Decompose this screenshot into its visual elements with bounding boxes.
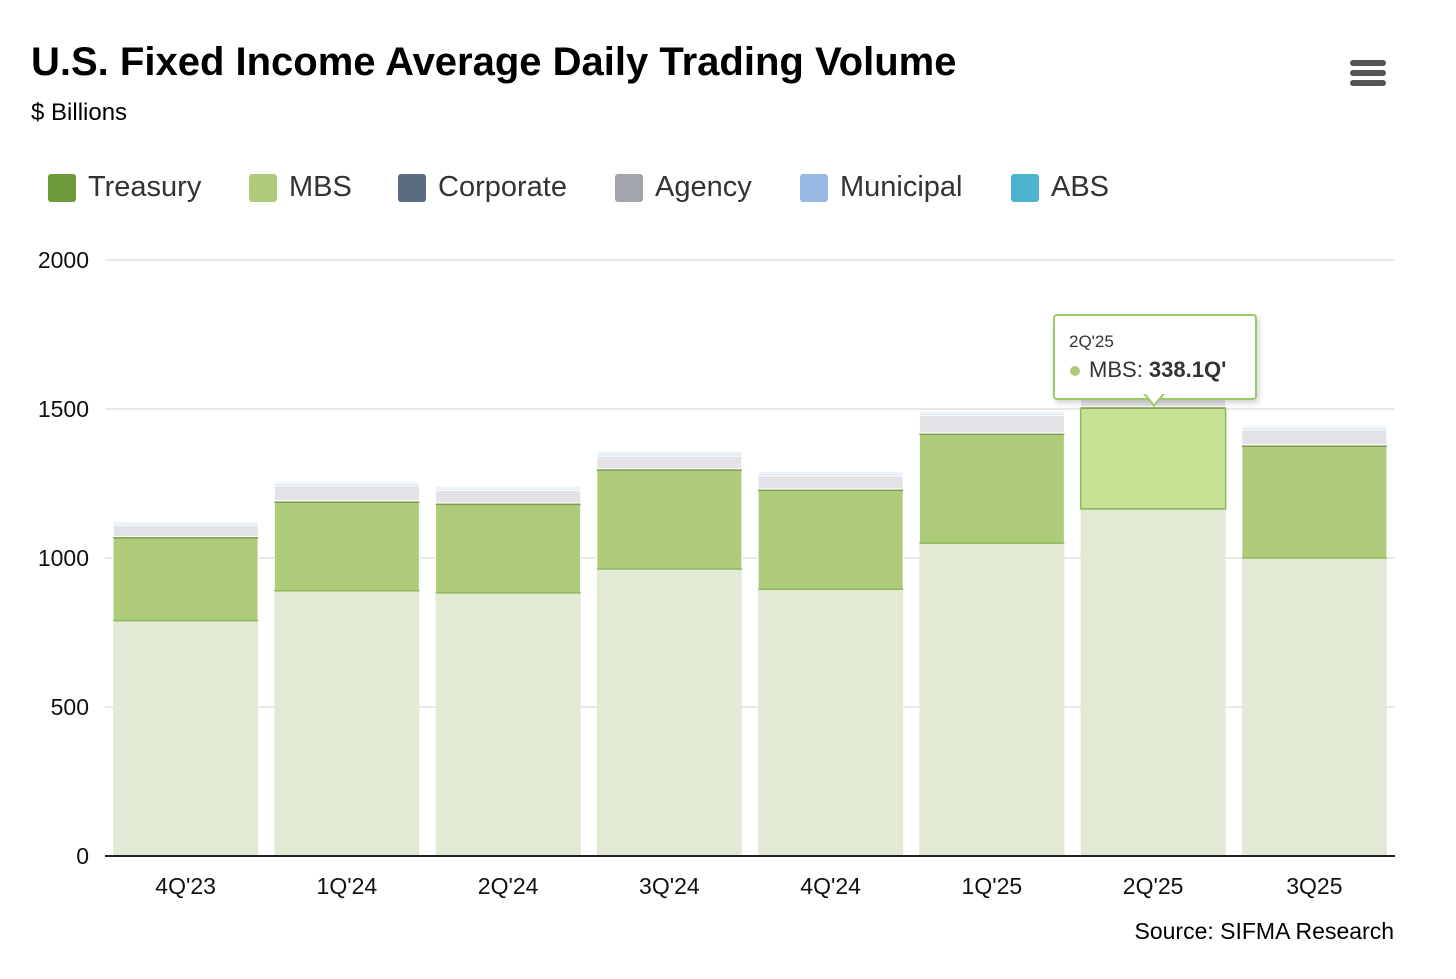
bar-mbs-2 (273, 501, 420, 592)
bar-agency-5 (757, 475, 904, 490)
bar-treasury-5 (758, 589, 904, 856)
bar-mbs-5 (757, 489, 904, 590)
bar-treasury-6 (919, 543, 1065, 856)
chart-title: U.S. Fixed Income Average Daily Trading … (31, 40, 957, 84)
legend-label-mbs: MBS (289, 171, 352, 203)
bar-treasury-1 (113, 620, 259, 856)
bar-abs-1 (112, 520, 259, 524)
y-tick-label-2000: 2000 (38, 247, 89, 273)
x-tick-label-6: 1Q'25 (962, 873, 1023, 899)
bar-abs-6 (918, 410, 1065, 414)
source-credit: Source: SIFMA Research (1134, 918, 1395, 944)
legend-swatch-abs (1011, 174, 1039, 202)
y-tick-label-1500: 1500 (38, 396, 89, 422)
bar-abs-3 (435, 485, 582, 489)
bar-agency-8 (1241, 429, 1388, 446)
bar-mbs-1 (112, 537, 259, 622)
bar-treasury-7 (1080, 508, 1226, 856)
x-tick-label-2: 1Q'24 (317, 873, 378, 899)
legend-swatch-municipal (800, 174, 828, 202)
bar-mbs-7 (1079, 407, 1227, 510)
bar-agency-6 (918, 415, 1065, 434)
y-tick-label-1000: 1000 (38, 545, 89, 571)
hamburger-menu-icon[interactable] (1350, 60, 1386, 90)
bar-abs-8 (1241, 425, 1388, 428)
legend: Treasury MBS Corporate Agency Municipal … (48, 168, 1348, 208)
chart-subtitle: $ Billions (31, 99, 128, 126)
bar-treasury-8 (1241, 558, 1387, 856)
legend-label-agency: Agency (655, 171, 752, 203)
tooltip-series-name: MBS (1089, 357, 1137, 382)
legend-label-treasury: Treasury (88, 171, 202, 203)
tooltip-value: 338.1Q' (1148, 357, 1227, 382)
bar-mbs-8 (1241, 445, 1388, 559)
bar-mbs-4 (596, 469, 743, 570)
tooltip-arrow-inner (1145, 393, 1163, 404)
bar-abs-2 (273, 481, 420, 484)
bar-treasury-2 (274, 590, 420, 856)
tooltip: 2Q'25 MBS: 338.1Q' (1053, 314, 1257, 400)
bar-treasury-3 (435, 592, 581, 856)
x-tick-label-1: 4Q'23 (155, 873, 216, 899)
legend-swatch-agency (615, 174, 643, 202)
x-tick-label-4: 3Q'24 (639, 873, 700, 899)
bar-mbs-6 (918, 433, 1065, 544)
legend-swatch-treasury (48, 174, 76, 202)
legend-swatch-mbs (249, 174, 277, 202)
legend-label-municipal: Municipal (840, 171, 963, 203)
bar-agency-1 (112, 524, 259, 538)
y-tick-label-500: 500 (51, 694, 89, 720)
bar-treasury-4 (596, 569, 742, 856)
x-tick-label-5: 4Q'24 (800, 873, 861, 899)
y-tick-label-0: 0 (76, 843, 89, 869)
bar-mbs-3 (435, 503, 582, 594)
legend-swatch-corporate (398, 174, 426, 202)
bar-abs-5 (757, 471, 904, 474)
x-tick-label-8: 3Q25 (1286, 873, 1342, 899)
legend-label-abs: ABS (1051, 171, 1110, 203)
bar-abs-4 (596, 451, 743, 454)
x-tick-label-3: 2Q'24 (478, 873, 539, 899)
x-tick-label-7: 2Q'25 (1123, 873, 1184, 899)
tooltip-category: 2Q'25 (1069, 332, 1114, 351)
legend-label-corporate: Corporate (438, 171, 567, 203)
tooltip-series-line: MBS: 338.1Q' (1089, 357, 1227, 382)
bar-agency-2 (273, 485, 420, 502)
bar-agency-3 (435, 489, 582, 504)
bar-agency-4 (596, 455, 743, 470)
tooltip-series-dot (1070, 366, 1080, 376)
